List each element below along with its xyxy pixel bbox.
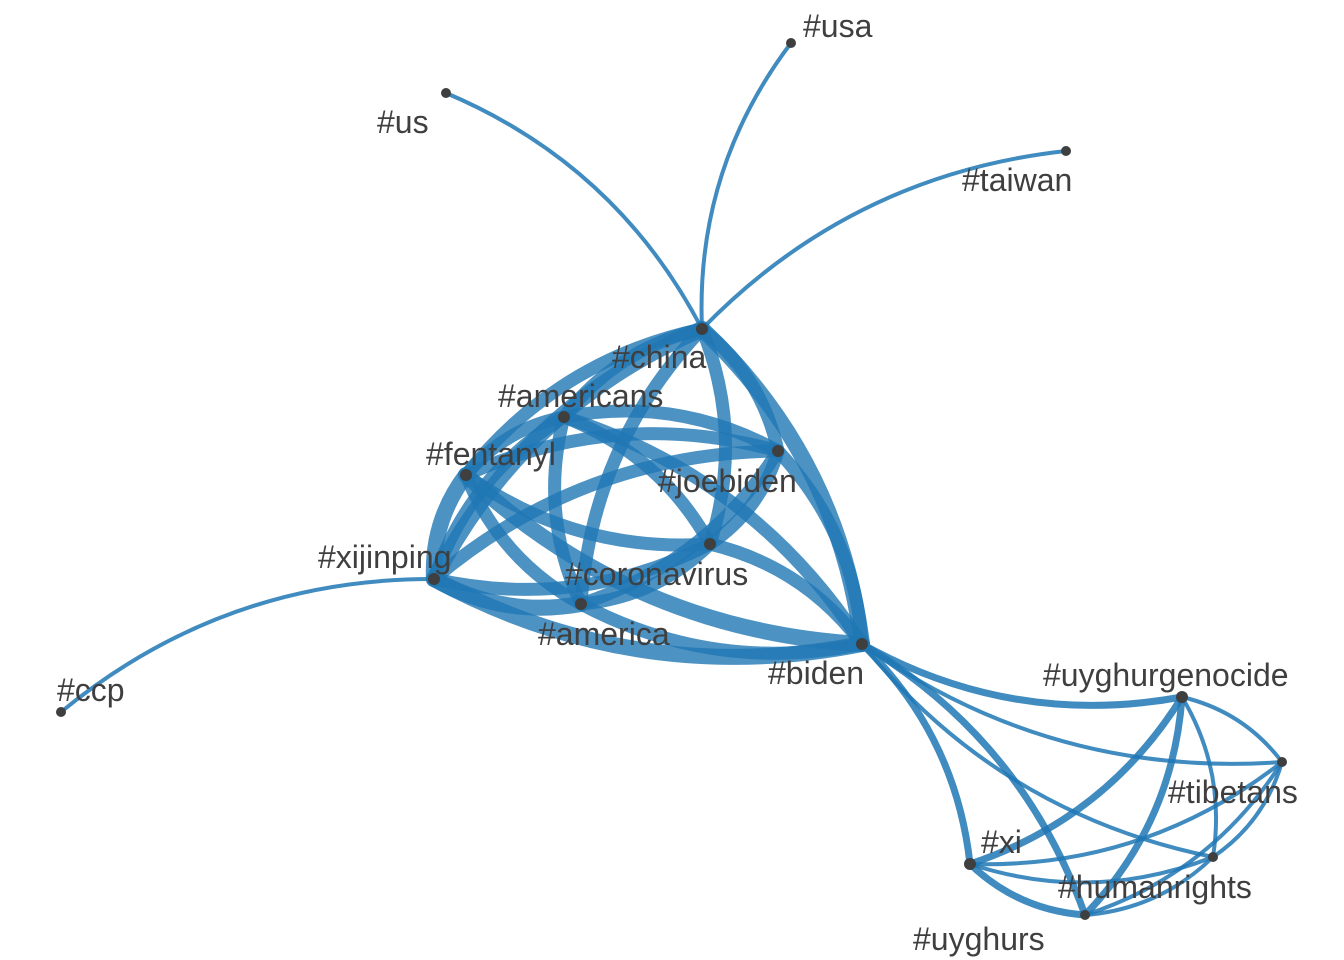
node-label-uyghurgenocide: #uyghurgenocide xyxy=(1043,657,1289,693)
node-label-taiwan: #taiwan xyxy=(962,162,1072,198)
edge-joebiden-biden xyxy=(771,444,869,651)
edge-china-usa xyxy=(699,41,793,331)
edge-uyghurgenocide-uyghurs xyxy=(1081,693,1186,919)
edge-layer xyxy=(59,41,1284,919)
node-label-coronavirus: #coronavirus xyxy=(565,556,748,592)
edge-tibetans-xi xyxy=(968,760,1284,867)
node-label-uyghurs: #uyghurs xyxy=(913,921,1045,957)
node-label-usa: #usa xyxy=(803,8,873,44)
node-label-fentanyl: #fentanyl xyxy=(426,436,556,472)
node-label-us: #us xyxy=(377,104,429,140)
node-label-tibetans: #tibetans xyxy=(1168,774,1298,810)
node-joebiden xyxy=(772,445,784,457)
node-uyghurgenocide xyxy=(1176,691,1188,703)
edge-biden-uyghurs xyxy=(858,640,1089,919)
node-us xyxy=(441,88,451,98)
node-label-americans: #americans xyxy=(498,378,663,414)
node-china xyxy=(696,323,708,335)
node-uyghurs xyxy=(1080,910,1090,920)
edge-fentanyl-joebiden xyxy=(459,427,785,482)
edge-biden-uyghurgenocide xyxy=(858,640,1186,709)
edge-uyghurgenocide-humanrights xyxy=(1180,695,1219,859)
node-biden xyxy=(856,638,868,650)
node-coronavirus xyxy=(704,538,716,550)
edge-tibetans-uyghurs xyxy=(1083,760,1284,917)
node-label-humanrights: #humanrights xyxy=(1058,869,1252,905)
node-americans xyxy=(558,411,570,423)
node-humanrights xyxy=(1208,852,1218,862)
edge-xijinping-ccp xyxy=(59,576,436,714)
edge-fentanyl-biden xyxy=(458,467,870,652)
node-label-xi: #xi xyxy=(981,824,1022,860)
edge-humanrights-uyghurs xyxy=(1083,855,1215,917)
node-label-america: #america xyxy=(538,616,670,652)
node-label-china: #china xyxy=(612,339,707,375)
edge-uyghurgenocide-tibetans xyxy=(1180,695,1284,764)
node-label-ccp: #ccp xyxy=(57,672,125,708)
edge-china-us xyxy=(444,91,704,331)
node-label-xijinping: #xijinping xyxy=(318,539,451,575)
label-layer: #china #usa #us #taiwan #americans #fentanyl #… xyxy=(57,8,1298,957)
edge-uyghurgenocide-xi xyxy=(966,693,1186,868)
edge-coronavirus-biden xyxy=(703,537,869,651)
edge-xi-uyghurs xyxy=(966,860,1089,919)
edge-tibetans-humanrights xyxy=(1211,760,1284,859)
edge-coronavirus-america xyxy=(574,537,717,611)
edge-xi-humanrights xyxy=(968,855,1215,885)
edge-china-taiwan xyxy=(700,149,1068,331)
node-layer xyxy=(56,38,1287,920)
node-xijinping xyxy=(428,573,440,585)
edge-xijinping-coronavirus xyxy=(427,537,717,596)
node-taiwan xyxy=(1061,146,1071,156)
node-label-joebiden: #joebiden xyxy=(658,463,797,499)
edge-america-biden xyxy=(574,597,869,660)
node-america xyxy=(575,598,587,610)
node-ccp xyxy=(56,707,66,717)
node-usa xyxy=(786,38,796,48)
node-xi xyxy=(964,858,976,870)
node-label-biden: #biden xyxy=(768,655,864,691)
edge-joebiden-xijinping xyxy=(427,444,785,586)
edge-fentanyl-xijinping xyxy=(425,467,474,587)
node-fentanyl xyxy=(460,469,472,481)
node-tibetans xyxy=(1277,757,1287,767)
